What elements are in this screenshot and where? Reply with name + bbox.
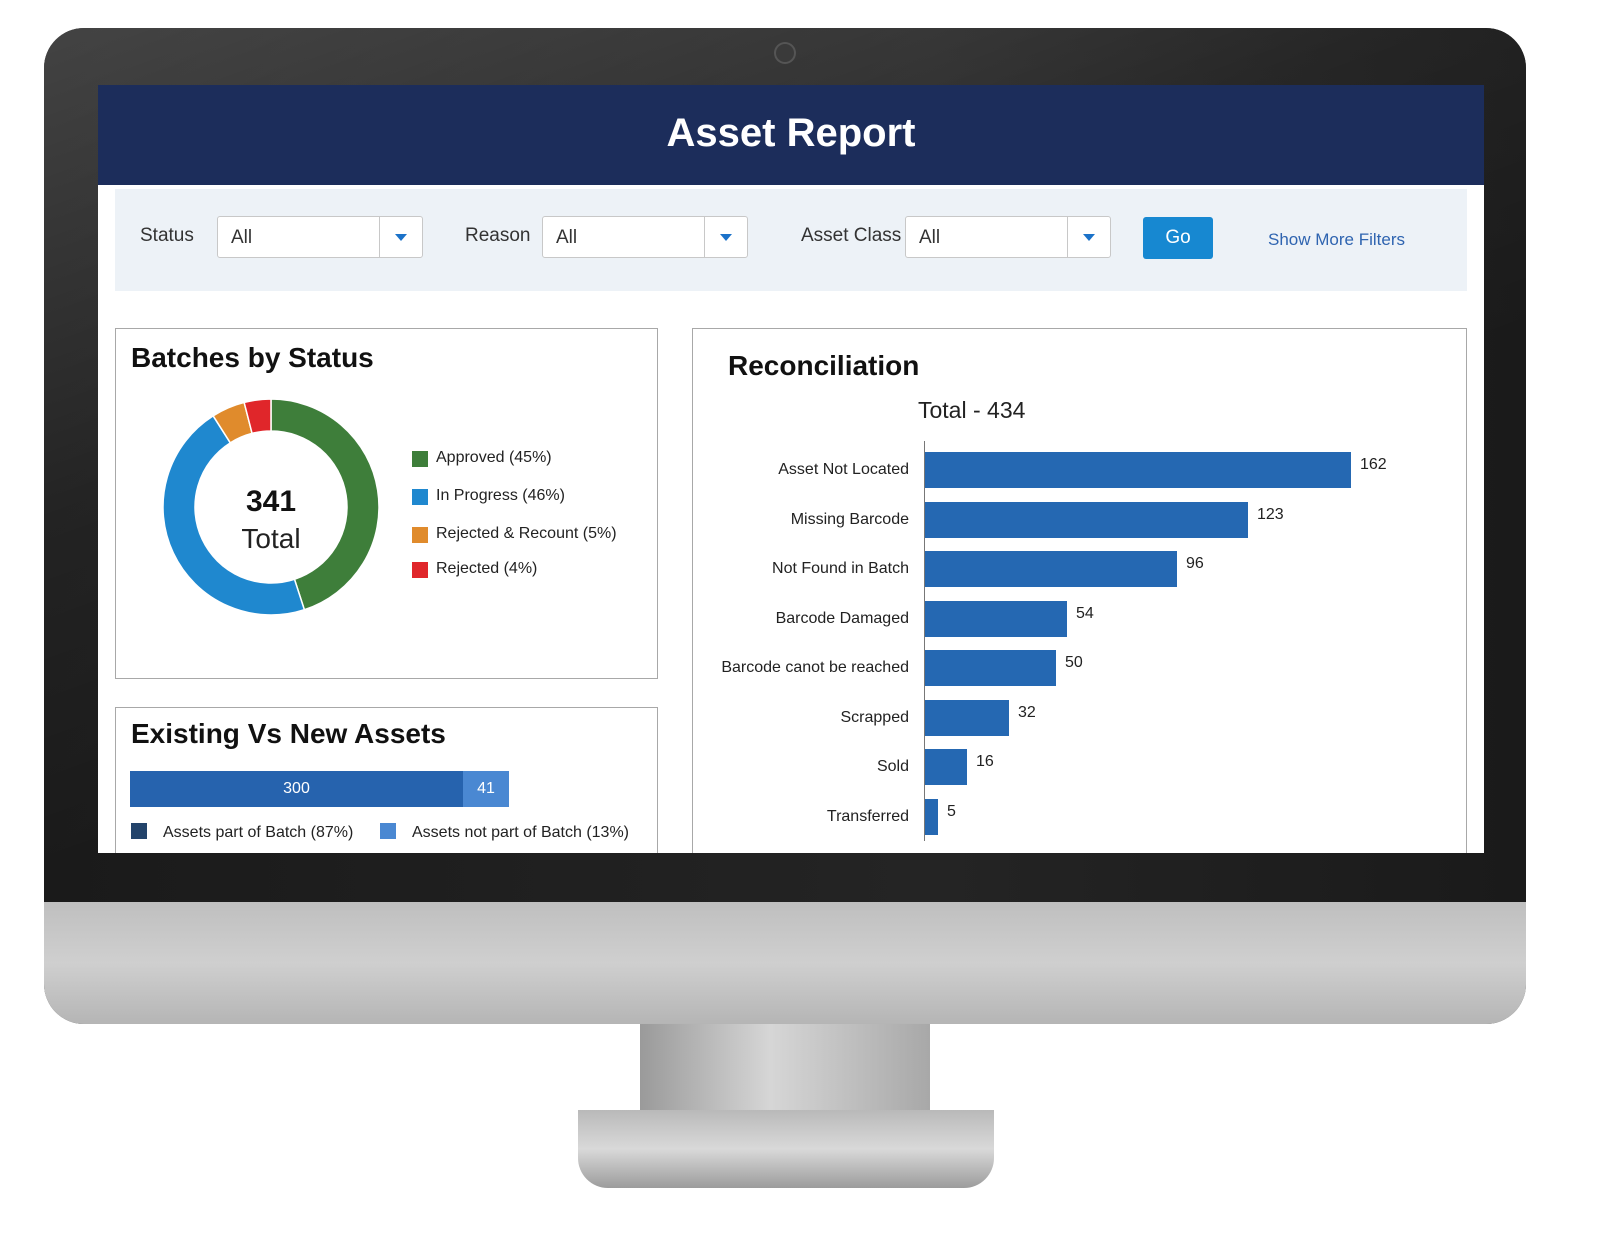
bar-category-label: Barcode Damaged xyxy=(775,610,909,627)
donut-total-label: Total xyxy=(241,523,301,554)
bar-category-label: Barcode canot be reached xyxy=(721,659,909,676)
bar-category-label: Missing Barcode xyxy=(790,511,909,528)
bar-value-label: 123 xyxy=(1257,506,1284,523)
reconciliation-panel: Reconciliation Total - 434 Asset Not Loc… xyxy=(692,328,1467,853)
legend-swatch xyxy=(412,489,428,505)
asset-class-filter-label: Asset Class xyxy=(801,225,902,246)
donut-slice-in-progress xyxy=(162,414,306,616)
chevron-down-icon[interactable] xyxy=(704,217,747,257)
legend-item-not-part-of-batch: Assets not part of Batch (13%) xyxy=(380,823,629,842)
reason-select[interactable]: All xyxy=(542,216,748,258)
reconciliation-bar xyxy=(925,749,967,785)
legend-swatch xyxy=(380,823,396,839)
bar-value-label: 5 xyxy=(947,803,956,820)
bar-value-label: 50 xyxy=(1065,654,1083,671)
legend-label: Assets part of Batch (87%) xyxy=(163,824,354,841)
go-button[interactable]: Go xyxy=(1143,217,1213,259)
legend-swatch xyxy=(131,823,147,839)
reconciliation-bar xyxy=(925,601,1067,637)
status-select-value: All xyxy=(231,227,253,248)
reconciliation-bar xyxy=(925,650,1056,686)
legend-label: Rejected & Recount (5%) xyxy=(436,525,617,542)
reason-filter-label: Reason xyxy=(465,225,531,246)
asset-class-select[interactable]: All xyxy=(905,216,1111,258)
bar-value-label: 16 xyxy=(976,753,994,770)
reconciliation-bar xyxy=(925,452,1351,488)
donut-total-value: 341 xyxy=(245,485,297,518)
legend-label: Approved (45%) xyxy=(436,449,552,466)
reconciliation-panel-title: Reconciliation xyxy=(728,350,920,381)
legend-label: In Progress (46%) xyxy=(436,487,565,504)
reconciliation-bar xyxy=(925,799,938,835)
status-filter-label: Status xyxy=(140,225,194,246)
bar-category-label: Sold xyxy=(876,758,909,775)
legend-item-part-of-batch: Assets part of Batch (87%) xyxy=(131,823,353,842)
batches-panel-title: Batches by Status xyxy=(131,342,374,373)
chevron-down-icon[interactable] xyxy=(379,217,422,257)
reconciliation-bar xyxy=(925,502,1248,538)
monitor-chin xyxy=(44,902,1526,1024)
asset-class-select-value: All xyxy=(919,227,941,248)
show-more-filters-link[interactable]: Show More Filters xyxy=(1268,230,1405,249)
existing-vs-new-panel: Existing Vs New Assets 300 41 Assets par… xyxy=(115,707,658,853)
bar-category-label: Transferred xyxy=(826,808,909,825)
donut-slice-approved xyxy=(270,398,380,611)
bar-value-label: 162 xyxy=(1360,456,1387,473)
webcam-icon xyxy=(776,44,794,62)
legend-label: Rejected (4%) xyxy=(436,560,538,577)
page-header: Asset Report xyxy=(98,85,1484,185)
reconciliation-bar xyxy=(925,700,1009,736)
batches-by-status-panel: Batches by Status 341 Total Approved (45… xyxy=(115,328,658,679)
bar-value-label: 96 xyxy=(1186,555,1204,572)
stack-bar-part-of-batch: 300 xyxy=(130,771,463,807)
chevron-down-icon[interactable] xyxy=(1067,217,1110,257)
legend-swatch xyxy=(412,527,428,543)
bar-category-label: Not Found in Batch xyxy=(772,560,909,577)
stack-bar-not-part-of-batch: 41 xyxy=(463,771,509,807)
reason-select-value: All xyxy=(556,227,578,248)
legend-label: Assets not part of Batch (13%) xyxy=(412,824,629,841)
bar-value-label: 54 xyxy=(1076,605,1094,622)
status-select[interactable]: All xyxy=(217,216,423,258)
existing-panel-title: Existing Vs New Assets xyxy=(131,718,446,749)
legend-swatch xyxy=(412,562,428,578)
screen: Asset Report Status All Reason All Asset… xyxy=(98,85,1484,853)
batches-donut-chart xyxy=(162,398,380,616)
legend-swatch xyxy=(412,451,428,467)
bar-category-label: Scrapped xyxy=(840,709,910,726)
y-axis-line xyxy=(924,441,925,841)
filter-bar: Status All Reason All Asset Class All Go… xyxy=(115,189,1467,291)
page-title: Asset Report xyxy=(666,111,916,155)
monitor-stand-foot xyxy=(578,1110,994,1188)
reconciliation-bar xyxy=(925,551,1177,587)
donut-slice-rejected xyxy=(243,398,272,435)
bar-value-label: 32 xyxy=(1018,704,1036,721)
reconciliation-total: Total - 434 xyxy=(918,397,1026,423)
bar-category-label: Asset Not Located xyxy=(778,461,909,478)
